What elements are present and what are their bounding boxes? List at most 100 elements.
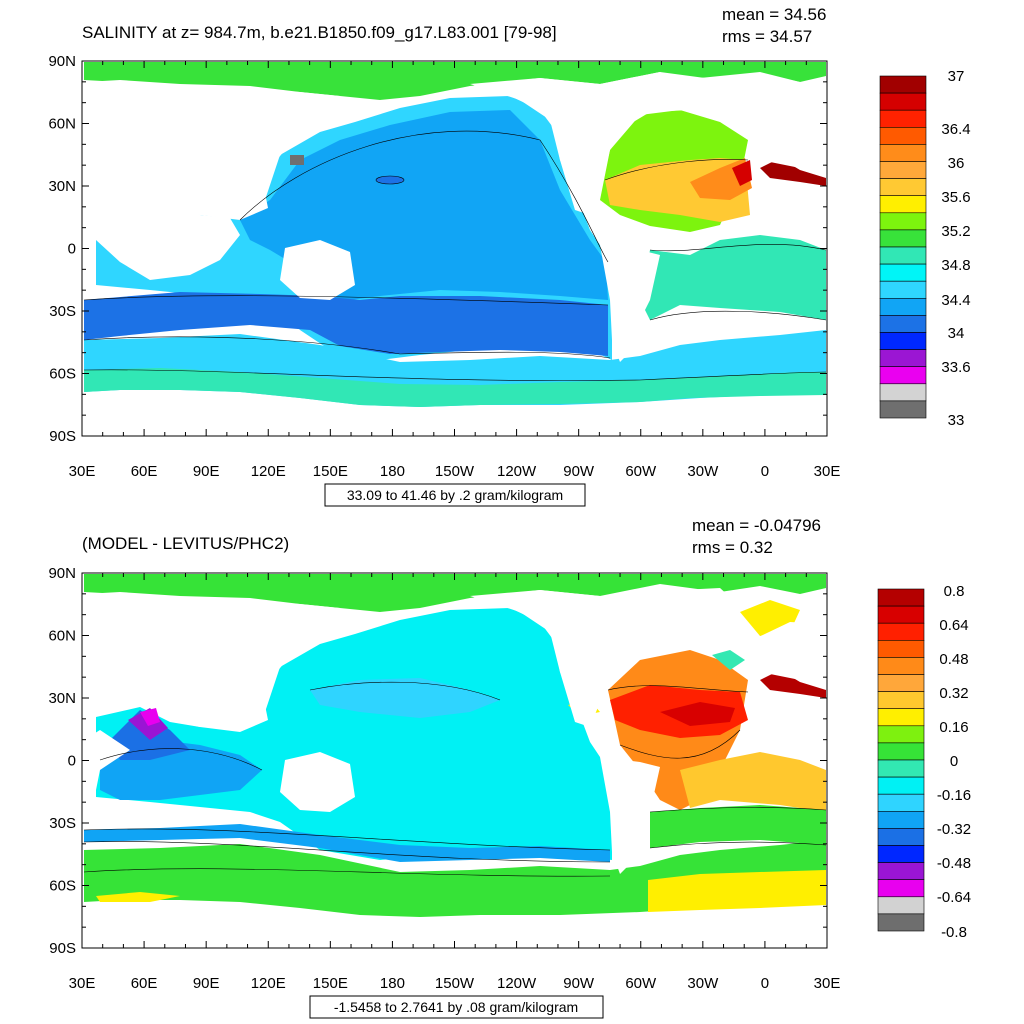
top-caspian-sea	[290, 155, 304, 165]
top-lat-label: 30S	[49, 303, 76, 320]
bottom-lat-label: 30N	[48, 690, 76, 707]
top-colorbar-segment	[879, 109, 927, 128]
top-lat-label: 90S	[49, 428, 76, 445]
bottom-atlantic-south	[680, 752, 826, 812]
bottom-rms: rms = 0.32	[692, 538, 773, 557]
bottom-land-eurasia	[84, 592, 340, 732]
bottom-colorbar-label: -0.48	[937, 855, 971, 872]
bottom-colorbar-segment	[877, 776, 925, 795]
top-lon-label: 60E	[131, 463, 158, 480]
top-lat-label: 60S	[49, 366, 76, 383]
bottom-title: (MODEL - LEVITUS/PHC2)	[82, 534, 289, 553]
bottom-lat-label: 0	[68, 753, 76, 770]
top-atlantic-core	[732, 160, 752, 186]
top-colorbar-segment	[879, 383, 927, 402]
top-land-europe	[748, 110, 826, 168]
bottom-lat-label: 60N	[48, 628, 76, 645]
top-lon-label: 60W	[625, 463, 657, 480]
top-colorbar-segment	[879, 178, 927, 197]
bottom-pacific-field	[96, 608, 612, 860]
bottom-colorbar-segment	[877, 793, 925, 812]
bottom-colorbar-segment	[877, 879, 925, 898]
bottom-lon-label: 30E	[814, 975, 841, 992]
bottom-south-atlantic-green	[650, 805, 826, 848]
bottom-colorbar-segment	[877, 622, 925, 641]
bottom-colorbar-segment	[877, 588, 925, 607]
bottom-lon-label: 150W	[435, 975, 475, 992]
top-colorbar-label: 34.8	[941, 257, 970, 274]
top-panel: SALINITY at z= 984.7m, b.e21.B1850.f09_g…	[48, 5, 971, 507]
top-land-north-america	[470, 72, 700, 215]
top-arctic-field	[84, 62, 826, 100]
top-colorbar-segment	[879, 263, 927, 282]
bottom-southern-ocean	[84, 840, 826, 917]
bottom-colorbar-label: 0.32	[939, 685, 968, 702]
top-colorbar-label: 35.6	[941, 189, 970, 206]
bottom-land-south-america	[600, 757, 660, 874]
top-colorbar-segment	[879, 75, 927, 94]
top-lon-label: 90W	[563, 463, 595, 480]
bottom-land-greenland	[680, 588, 740, 640]
bottom-lat-label: 90N	[48, 565, 76, 582]
bottom-colorbar-segment	[877, 657, 925, 675]
bottom-colorbar-segment	[877, 674, 925, 692]
top-land-australia	[280, 240, 355, 300]
bottom-lon-label: 30W	[687, 975, 719, 992]
top-colorbar-label: 34.4	[941, 292, 970, 309]
top-colorbar: 37 36.4 36 35.6 35.2 34.8 34.4 34 33.6 33	[879, 68, 971, 429]
top-mean: mean = 34.56	[722, 5, 826, 24]
bottom-lat-label: 90S	[49, 940, 76, 957]
top-land-south-america	[600, 245, 660, 362]
top-lon-label: 150E	[313, 463, 348, 480]
bottom-land-africa	[84, 730, 130, 800]
top-colorbar-segment	[879, 246, 927, 265]
bottom-lon-label: 0	[761, 975, 769, 992]
top-sub-antarctic	[84, 292, 608, 356]
top-lat-label: 60N	[48, 116, 76, 133]
top-subtitle-box	[324, 483, 586, 507]
bottom-amundsen-yellow	[96, 892, 180, 902]
top-lon-label: 0	[761, 463, 769, 480]
top-colorbar-segment	[879, 332, 927, 350]
bottom-colorbar-label: -0.32	[937, 821, 971, 838]
top-lon-label: 30E	[814, 463, 841, 480]
bottom-med-outflow	[760, 670, 826, 698]
top-lat-label: 0	[68, 241, 76, 258]
top-colorbar-segment	[879, 229, 927, 248]
top-axis-labels: 90N 60N 30N 0 30S 60S 90S 30E 60E 90E 120E 150E 180 1…	[48, 53, 840, 480]
bottom-lon-label: 60W	[625, 975, 657, 992]
top-colorbar-label: 34	[948, 325, 965, 342]
bottom-axis-labels: 90N 60N 30N 0 30S 60S 90S 30E 60E 90E 120E 150E 180 1…	[48, 565, 840, 992]
bottom-weddell-yellow	[648, 870, 826, 912]
top-map	[83, 62, 827, 407]
bottom-colorbar: 0.8 0.64 0.48 0.32 0.16 0 -0.16 -0.32 -0.48 -0.64…	[877, 583, 971, 941]
bottom-map	[83, 574, 827, 917]
bottom-ticks	[81, 572, 828, 949]
bottom-colorbar-segment	[877, 742, 925, 761]
top-antarctic-shelf	[84, 368, 826, 407]
top-colorbar-segment	[879, 315, 927, 333]
bottom-colorbar-segment	[877, 759, 925, 778]
bottom-colorbar-label: 0.8	[944, 583, 965, 600]
top-lon-label: 90E	[193, 463, 220, 480]
bottom-red-sea-core	[140, 708, 160, 726]
top-colorbar-segment	[879, 161, 927, 179]
bottom-colorbar-label: 0	[950, 753, 958, 770]
bottom-lon-label: 60E	[131, 975, 158, 992]
bottom-colorbar-label: -0.16	[937, 787, 971, 804]
top-colorbar-segment	[879, 349, 927, 368]
bottom-arctic-field	[84, 574, 826, 612]
top-lon-label: 150W	[435, 463, 475, 480]
top-colorbar-segment	[879, 144, 927, 162]
bottom-acc-blue	[84, 824, 610, 862]
bottom-colorbar-segment	[877, 913, 925, 932]
top-colorbar-label: 33	[948, 412, 965, 429]
bottom-mean: mean = -0.04796	[692, 516, 821, 535]
bottom-subtitle-box	[309, 995, 604, 1019]
bottom-lon-label: 180	[380, 975, 405, 992]
bottom-lon-label: 90E	[193, 975, 220, 992]
bottom-colorbar-label: 0.48	[939, 651, 968, 668]
bottom-colorbar-segment	[877, 896, 925, 915]
top-colorbar-label: 36.4	[941, 121, 970, 138]
